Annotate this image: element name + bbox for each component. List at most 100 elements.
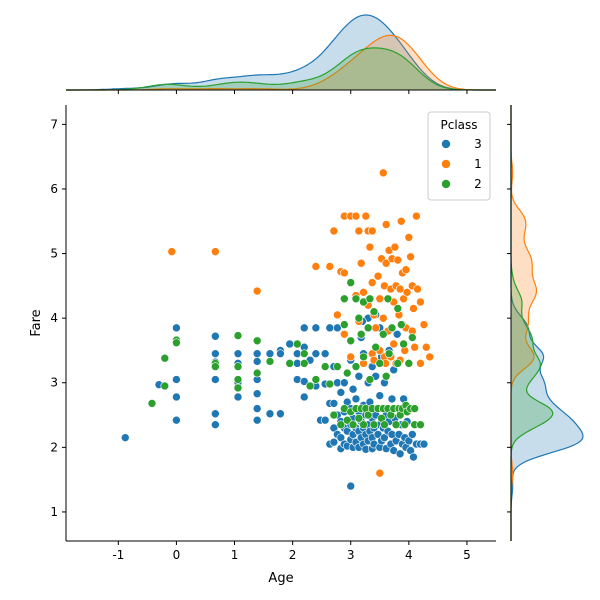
scatter-point-class-3: [285, 339, 295, 349]
scatter-point-class-1: [333, 310, 342, 320]
y-tick-label: 4: [50, 311, 58, 325]
scatter-point-class-3: [311, 323, 321, 333]
legend-label: 3: [474, 137, 482, 151]
legend-label: 1: [474, 157, 482, 171]
scatter-point-class-1: [381, 258, 391, 268]
scatter-point-class-1: [375, 294, 385, 304]
scatter-point-class-3: [276, 349, 285, 358]
scatter-point-class-2: [363, 323, 373, 333]
legend-marker: [441, 179, 451, 189]
scatter-point-class-2: [351, 362, 361, 371]
scatter-point-class-3: [311, 349, 321, 358]
scatter-point-class-2: [380, 420, 389, 430]
scatter-point-class-2: [393, 359, 403, 368]
x-tick-label: 1: [231, 548, 239, 562]
y-tick-label: 5: [50, 247, 58, 261]
scatter-point-class-1: [367, 278, 377, 287]
scatter-point-class-2: [375, 359, 385, 368]
scatter-point-class-3: [346, 481, 356, 491]
y-tick-label: 7: [50, 117, 58, 131]
scatter-point-class-2: [396, 320, 406, 329]
scatter-point-class-2: [340, 320, 349, 329]
scatter-point-class-3: [252, 357, 262, 366]
scatter-point-class-2: [252, 368, 262, 378]
scatter-point-class-2: [211, 362, 220, 371]
legend-title: Pclass: [440, 118, 477, 132]
scatter-point-class-1: [396, 216, 406, 226]
right-kde-line-class-1: [510, 105, 538, 541]
top-kde-line-class-2: [66, 47, 496, 91]
scatter-point-class-2: [233, 362, 243, 371]
top-kde-fill-class-1: [66, 35, 496, 90]
scatter-point-class-2: [346, 278, 356, 287]
scatter-point-class-2: [351, 294, 361, 304]
scatter-point-class-2: [399, 339, 408, 349]
scatter-point-class-2: [365, 294, 375, 304]
scatter-point-class-3: [392, 330, 402, 339]
scatter-point-class-1: [375, 468, 385, 478]
scatter-point-class-2: [381, 371, 391, 381]
scatter-point-class-2: [233, 375, 243, 384]
scatter-point-class-3: [348, 384, 358, 394]
scatter-point-class-2: [160, 381, 170, 391]
scatter-point-class-1: [404, 233, 414, 242]
scatter-point-class-3: [211, 331, 220, 341]
scatter-point-class-1: [378, 168, 388, 178]
scatter-point-class-2: [378, 330, 388, 339]
scatter-point-class-1: [412, 211, 421, 221]
scatter-point-class-3: [333, 323, 342, 333]
scatter-point-class-3: [325, 323, 335, 333]
y-tick-label: 1: [50, 505, 58, 519]
scatter-point-class-3: [387, 394, 397, 404]
scatter-point-class-2: [416, 420, 425, 430]
right-kde-fill-class-2: [511, 105, 553, 541]
scatter-point-class-3: [395, 449, 405, 459]
scatter-point-class-1: [252, 286, 262, 296]
scatter-points: [120, 168, 435, 491]
scatter-point-class-3: [252, 389, 262, 399]
scatter-point-class-3: [211, 375, 220, 384]
scatter-point-class-2: [359, 352, 368, 362]
scatter-point-class-1: [390, 242, 400, 252]
x-axis-ticks: -1 0 1 2 3 4 5: [112, 541, 471, 562]
scatter-point-class-3: [265, 349, 275, 358]
scatter-point-class-2: [342, 368, 352, 378]
scatter-point-class-3: [252, 349, 262, 358]
legend-marker: [441, 159, 451, 169]
scatter-point-class-2: [393, 304, 403, 313]
scatter-point-class-2: [365, 375, 375, 384]
scatter-point-class-2: [311, 375, 321, 384]
scatter-point-class-2: [333, 362, 342, 371]
right-kde-fill-class-3: [511, 105, 583, 541]
scatter-point-class-3: [351, 394, 361, 404]
scatter-point-class-3: [120, 433, 130, 442]
scatter-point-class-1: [425, 352, 435, 362]
x-tick-label: -1: [112, 548, 124, 562]
scatter-point-class-1: [329, 226, 339, 236]
scatter-point-class-3: [211, 409, 220, 419]
scatter-point-class-2: [410, 404, 419, 413]
scatter-point-class-3: [408, 430, 417, 439]
scatter-point-class-3: [299, 392, 309, 402]
scatter-point-class-2: [340, 294, 349, 304]
x-axis-label: Age: [268, 571, 293, 586]
scatter-point-class-1: [325, 262, 335, 271]
scatter-point-class-3: [265, 409, 275, 419]
scatter-point-class-2: [383, 294, 393, 304]
scatter-point-class-3: [252, 415, 262, 425]
scatter-point-class-1: [351, 211, 361, 221]
scatter-point-class-3: [409, 452, 418, 462]
y-axis-label: Fare: [29, 309, 44, 336]
scatter-point-class-1: [413, 284, 422, 294]
scatter-point-class-3: [276, 409, 285, 419]
scatter-point-class-2: [391, 420, 401, 430]
scatter-point-class-2: [233, 383, 243, 393]
scatter-point-class-3: [419, 439, 429, 449]
scatter-point-class-2: [305, 381, 315, 391]
scatter-point-class-3: [354, 371, 364, 381]
scatter-point-class-3: [320, 349, 330, 358]
y-tick-label: 2: [50, 440, 58, 454]
legend: Pclass 3 1 2: [427, 111, 491, 201]
scatter-point-class-1: [393, 255, 403, 265]
scatter-point-class-1: [395, 284, 405, 294]
